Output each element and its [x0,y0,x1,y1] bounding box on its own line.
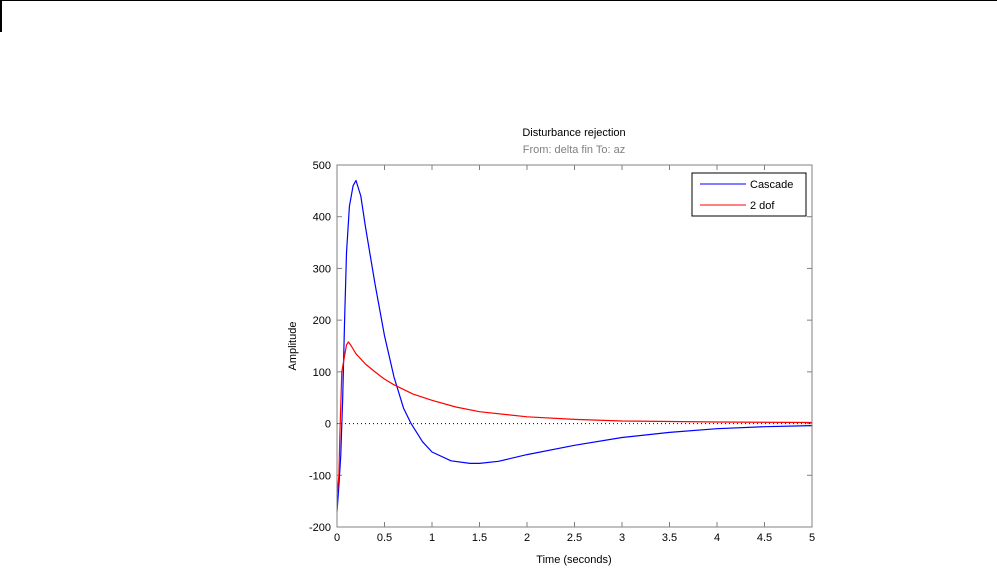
x-tick-label: 5 [809,532,815,544]
axes-box [336,164,813,528]
series-line-2dof [336,341,813,497]
y-tick-label: 200 [313,315,331,327]
y-axis-label: Amplitude [287,322,299,371]
y-tick-label: -200 [309,522,331,534]
y-tick-label: 300 [313,263,331,275]
x-tick-label: 2 [524,532,530,544]
plot-area [337,165,812,527]
x-tick-label: 1.5 [472,532,487,544]
chart-subtitle: From: delta fin To: az [523,144,626,156]
chart-title: Disturbance rejection [522,127,625,139]
legend-label-2dof: 2 dof [750,200,775,212]
x-tick-label: 3 [619,532,625,544]
y-tick-label: 500 [313,160,331,172]
window-left-border [0,0,2,32]
window-top-border [0,0,997,1]
x-tick-label: 4.5 [757,532,772,544]
y-tick-label: 0 [325,419,331,431]
x-tick-label: 2.5 [567,532,582,544]
legend: Cascade 2 dof [691,172,807,217]
x-axis-label: Time (seconds) [536,554,611,566]
y-tick-label: -100 [309,470,331,482]
x-tick-label: 3.5 [662,532,677,544]
legend-label-cascade: Cascade [750,179,793,191]
x-tick-label: 0.5 [377,532,392,544]
y-tick-label: 100 [313,367,331,379]
x-tick-label: 4 [714,532,720,544]
legend-box [691,172,807,217]
x-tick-label: 0 [334,532,340,544]
series-line-cascade [336,179,813,512]
y-tick-label: 400 [313,212,331,224]
x-tick-label: 1 [429,532,435,544]
